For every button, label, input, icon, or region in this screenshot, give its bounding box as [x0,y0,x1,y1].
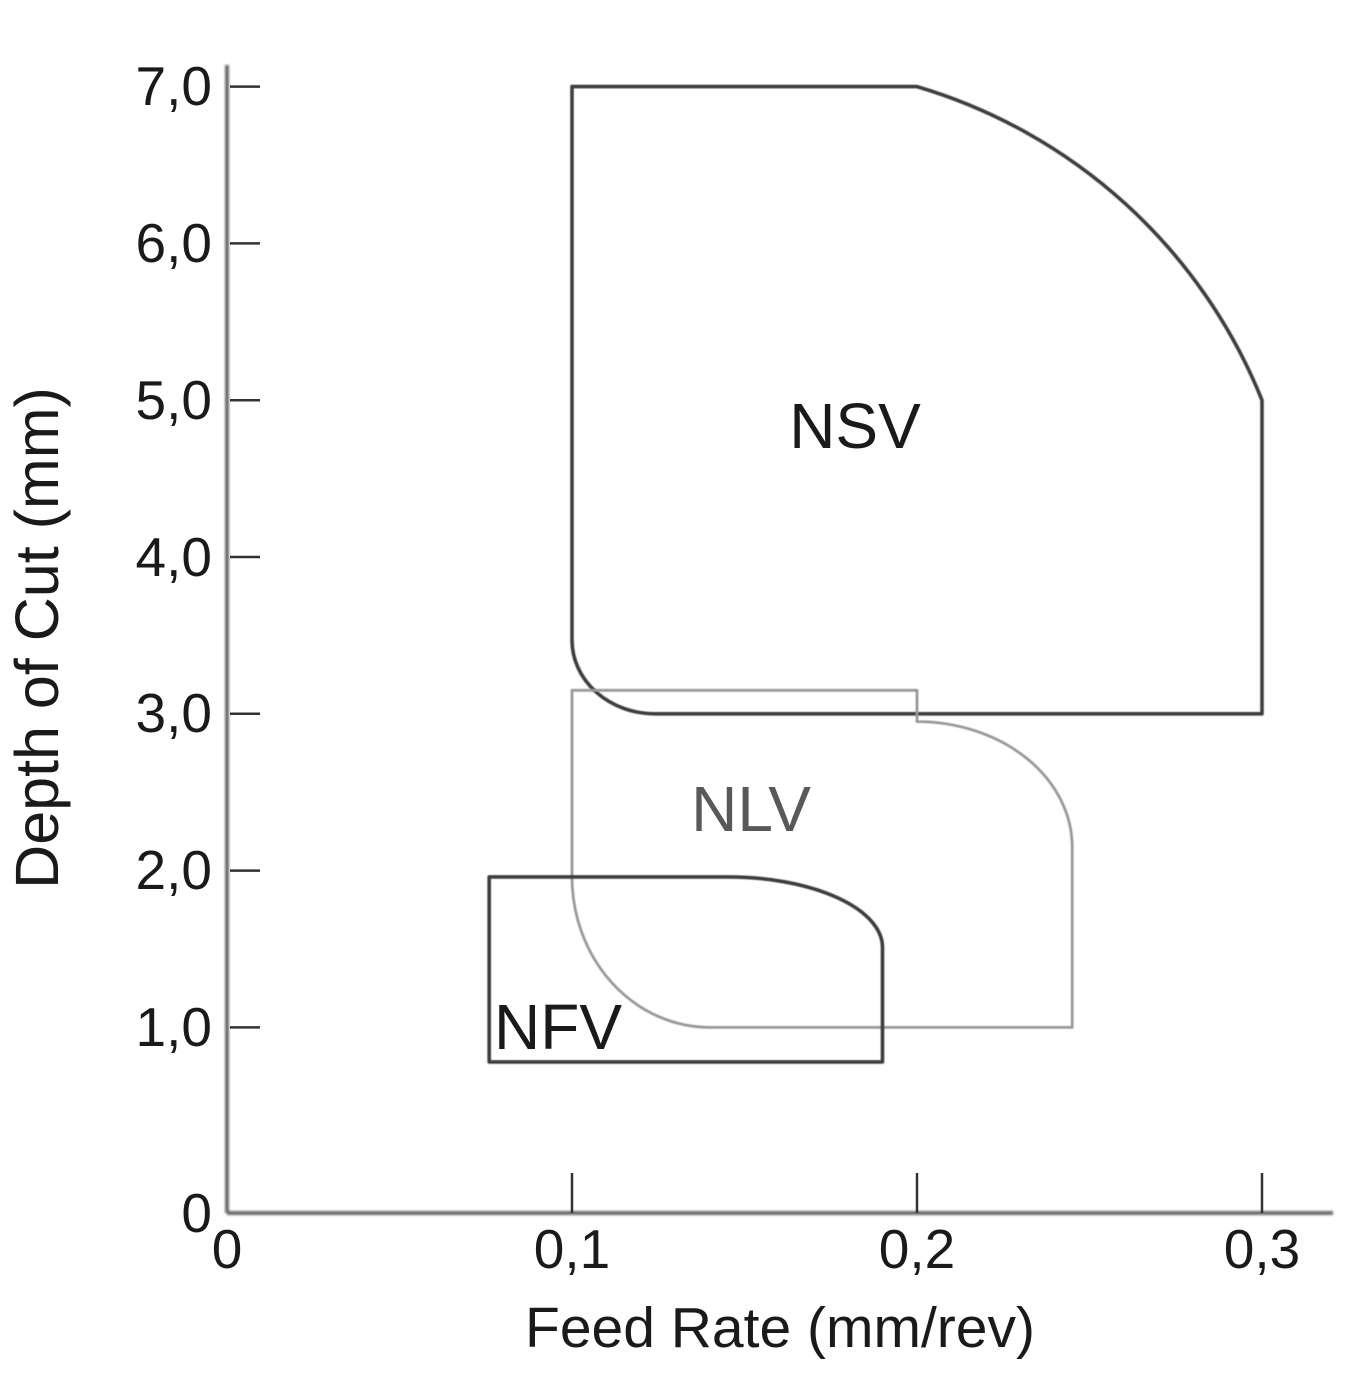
svg-text:Feed Rate (mm/rev): Feed Rate (mm/rev) [525,1296,1035,1360]
svg-text:Depth of Cut (mm): Depth of Cut (mm) [3,387,71,889]
svg-text:0: 0 [181,1182,212,1244]
svg-text:NSV: NSV [789,390,921,462]
svg-text:0,2: 0,2 [879,1218,955,1280]
svg-text:2,0: 2,0 [136,839,212,901]
svg-text:1,0: 1,0 [136,996,212,1058]
svg-text:4,0: 4,0 [136,526,212,588]
svg-text:NLV: NLV [691,773,811,845]
svg-text:0,3: 0,3 [1224,1218,1300,1280]
svg-text:5,0: 5,0 [136,369,212,431]
svg-text:6,0: 6,0 [136,212,212,274]
svg-text:0: 0 [212,1218,243,1280]
svg-text:0,1: 0,1 [534,1218,610,1280]
svg-text:3,0: 3,0 [136,682,212,744]
svg-text:NFV: NFV [494,991,622,1063]
svg-text:7,0: 7,0 [136,55,212,117]
